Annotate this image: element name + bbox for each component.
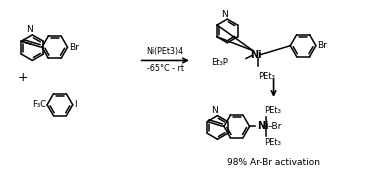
Text: I: I <box>74 100 77 109</box>
Text: PEt₃: PEt₃ <box>258 72 275 81</box>
Text: Br: Br <box>318 41 327 50</box>
Text: Br: Br <box>69 43 79 52</box>
Text: PEt₃: PEt₃ <box>264 106 281 115</box>
Text: –Br: –Br <box>267 122 282 131</box>
Text: N: N <box>27 25 33 34</box>
Text: Et₃P: Et₃P <box>211 58 228 67</box>
Text: +: + <box>17 71 28 84</box>
Text: Ni(PEt3)4: Ni(PEt3)4 <box>147 47 184 56</box>
Text: N: N <box>222 10 228 19</box>
Text: F₃C: F₃C <box>32 100 46 109</box>
Text: Ni: Ni <box>257 122 269 131</box>
Text: N: N <box>212 106 218 115</box>
Text: 98% Ar-Br activation: 98% Ar-Br activation <box>227 158 320 167</box>
Text: Ni: Ni <box>250 50 262 60</box>
Text: -65°C - rt: -65°C - rt <box>147 64 184 73</box>
Text: PEt₃: PEt₃ <box>264 138 281 147</box>
